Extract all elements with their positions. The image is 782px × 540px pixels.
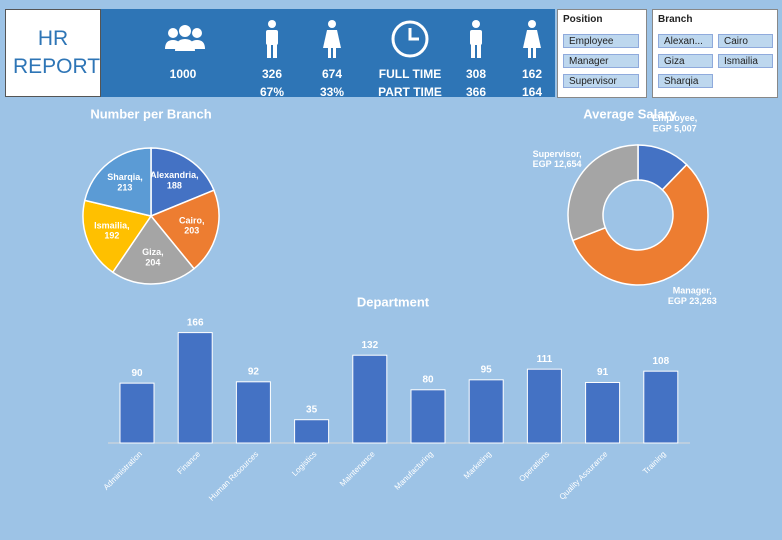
x-tick-label: Marketing xyxy=(462,450,493,481)
x-tick-label: Administration xyxy=(102,450,144,492)
bar xyxy=(177,332,213,444)
slicer-item[interactable]: Employee xyxy=(563,34,639,48)
bar xyxy=(526,368,562,444)
slicer-item[interactable]: Alexan... xyxy=(658,34,713,48)
report-title: HR REPORT xyxy=(5,9,101,97)
bar xyxy=(119,382,155,444)
chart-title: Number per Branch xyxy=(90,106,211,121)
kpi-band: 1000 326 67% 674 33% FULL TIME PART TIME… xyxy=(101,9,555,99)
bar-value: 91 xyxy=(597,367,609,378)
people-icon xyxy=(165,25,205,51)
chart-title: Average Salary xyxy=(583,106,677,121)
bar-value: 108 xyxy=(652,356,669,367)
kpi-icons xyxy=(165,20,541,58)
bar-value: 132 xyxy=(361,340,378,351)
male-icon xyxy=(266,20,278,58)
x-tick-label: Human Resources xyxy=(207,450,260,503)
bar xyxy=(294,419,330,444)
clock-icon xyxy=(391,20,429,58)
donut-slice xyxy=(567,144,639,242)
bar-value: 35 xyxy=(306,404,318,415)
x-tick-label: Quality Assurance xyxy=(558,449,610,501)
male-icon xyxy=(470,20,482,58)
data-label: Manager, EGP 23,263 xyxy=(668,286,717,306)
data-label: Cairo, 203 xyxy=(179,216,205,236)
data-label: Sharqia, 213 xyxy=(107,172,143,192)
female-icon xyxy=(523,20,541,58)
male-part: 366 xyxy=(465,85,487,99)
slicer-item[interactable]: Sharqia xyxy=(658,74,713,88)
slicer: Branch Alexan... Cairo Giza Ismailia Sharqia xyxy=(652,9,778,98)
slicer: Position Employee Manager Supervisor xyxy=(557,9,647,98)
chart-title: Department xyxy=(357,294,430,309)
bar xyxy=(643,370,679,444)
slicer-item[interactable]: Cairo xyxy=(718,34,773,48)
slicer-title: Position xyxy=(563,14,603,25)
male-share: 67% xyxy=(259,85,285,99)
female-full: 162 xyxy=(521,67,543,81)
male-full: 308 xyxy=(465,67,487,81)
x-tick-label: Maintenance xyxy=(338,449,377,488)
slicer-item[interactable]: Giza xyxy=(658,54,713,68)
bar xyxy=(468,379,504,444)
bar-value: 111 xyxy=(537,354,553,365)
pie-slice xyxy=(83,147,152,217)
bar xyxy=(585,381,621,444)
bar-value: 166 xyxy=(187,317,204,328)
bar-value: 92 xyxy=(248,366,260,377)
donut-slice xyxy=(571,163,709,286)
x-tick-label: Finance xyxy=(176,449,203,476)
data-label: Alexandria, 188 xyxy=(150,171,199,191)
female-count: 674 xyxy=(321,67,343,81)
data-label: Ismailia, 192 xyxy=(94,221,130,241)
slicer-item[interactable]: Ismailia xyxy=(718,54,773,68)
x-tick-label: Manufacturing xyxy=(393,450,435,492)
female-part: 164 xyxy=(521,85,543,99)
bar-value: 80 xyxy=(422,374,434,385)
x-tick-label: Training xyxy=(641,450,668,477)
slicer-title: Branch xyxy=(658,14,693,25)
female-share: 33% xyxy=(319,85,345,99)
bar xyxy=(352,354,388,444)
data-label: Supervisor, EGP 12,654 xyxy=(533,149,582,169)
slicer-item[interactable]: Manager xyxy=(563,54,639,68)
title-text: HR REPORT xyxy=(13,27,101,78)
part-time-label: PART TIME xyxy=(378,85,442,99)
slicer-item[interactable]: Supervisor xyxy=(563,74,639,88)
bar-value: 90 xyxy=(131,368,143,379)
x-tick-label: Operations xyxy=(517,450,551,484)
x-tick-label: Logistics xyxy=(290,450,318,478)
bar xyxy=(410,389,446,444)
bar xyxy=(235,381,271,444)
male-count: 326 xyxy=(261,67,283,81)
total-count: 1000 xyxy=(169,67,197,81)
female-icon xyxy=(323,20,341,58)
data-label: Employee, EGP 5,007 xyxy=(652,114,697,134)
data-label: Giza, 204 xyxy=(142,247,164,267)
full-time-label: FULL TIME xyxy=(378,67,442,81)
bar-value: 95 xyxy=(481,364,493,375)
